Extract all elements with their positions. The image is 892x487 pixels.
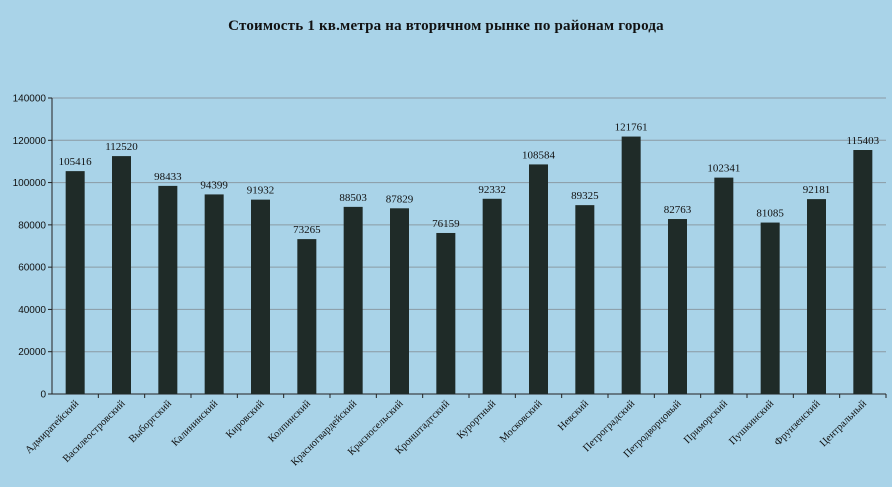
data-label: 87829: [386, 193, 414, 205]
y-tick-label: 80000: [18, 220, 46, 231]
y-tick-label: 140000: [13, 94, 47, 105]
data-label: 98433: [154, 171, 182, 183]
data-label: 92332: [478, 184, 506, 196]
y-tick-label: 20000: [18, 347, 46, 358]
data-label: 92181: [803, 184, 831, 196]
data-label: 121761: [615, 122, 648, 134]
category-label: Пушкинский: [727, 398, 776, 447]
data-label: 112520: [105, 141, 138, 153]
bar: [297, 239, 317, 394]
y-tick-label: 0: [40, 390, 46, 401]
bar: [668, 219, 687, 394]
category-label: Невский: [556, 398, 591, 433]
y-tick-label: 60000: [18, 263, 46, 274]
bar: [112, 156, 131, 394]
category-label: Кировский: [224, 398, 267, 441]
bar: [621, 136, 641, 395]
bar: [529, 164, 548, 394]
bar: [482, 198, 502, 394]
bar: [204, 194, 224, 394]
category-label: Приморский: [682, 398, 730, 446]
category-label: Колпинский: [266, 398, 313, 445]
category-label: Московский: [498, 398, 545, 445]
data-label: 88503: [339, 192, 367, 204]
bar: [760, 222, 780, 394]
data-label: 115403: [847, 135, 880, 147]
bar: [436, 232, 456, 394]
bar: [65, 171, 85, 394]
category-label: Центральный: [818, 398, 869, 449]
data-label: 82763: [664, 204, 692, 216]
y-tick-label: 120000: [13, 136, 47, 147]
bar: [575, 205, 595, 394]
y-tick-label: 40000: [18, 305, 46, 316]
data-label: 76159: [432, 218, 460, 230]
data-label: 89325: [571, 190, 599, 202]
y-tick-label: 100000: [13, 178, 47, 189]
data-label: 94399: [200, 179, 228, 191]
chart-title: Стоимость 1 кв.метра на вторичном рынке …: [228, 18, 664, 34]
data-label: 91932: [247, 185, 275, 197]
bar: [714, 177, 734, 394]
bar: [807, 199, 826, 394]
category-label: Калининский: [170, 398, 221, 449]
data-label: 108584: [522, 149, 556, 161]
data-label: 73265: [293, 224, 321, 236]
bar: [158, 185, 178, 394]
bar: [251, 199, 270, 394]
category-label: Фрунзенский: [773, 398, 823, 448]
category-label: Курортный: [455, 398, 498, 441]
bar: [853, 150, 873, 394]
data-label: 102341: [707, 163, 740, 175]
bar: [343, 206, 363, 394]
bar: [390, 208, 409, 394]
category-label: Выборгский: [127, 398, 174, 445]
data-label: 105416: [59, 156, 93, 168]
data-label: 81085: [756, 208, 784, 220]
